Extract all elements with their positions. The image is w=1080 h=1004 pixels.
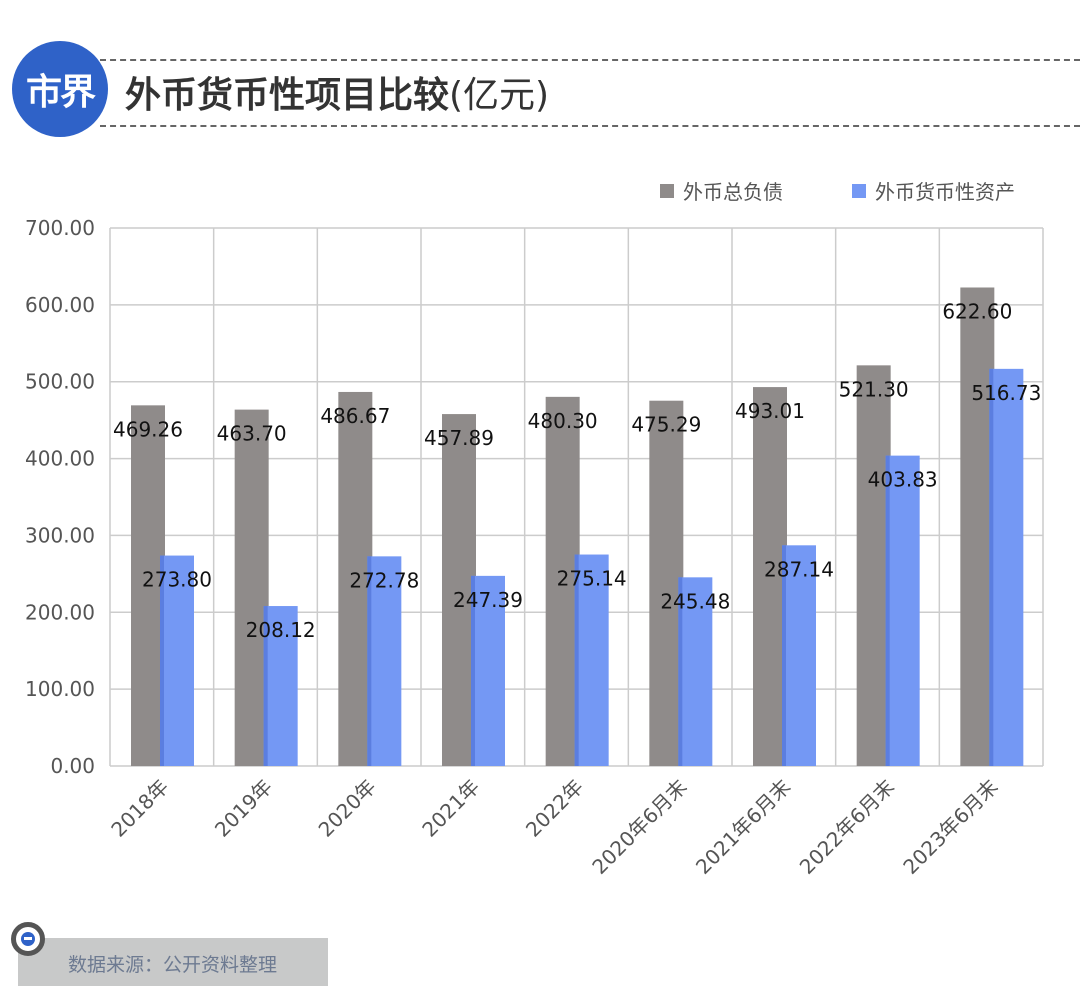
page-title: 外币货币性项目比较(亿元) [125, 66, 549, 118]
y-tick-label: 500.00 [25, 370, 95, 394]
bar-liability [338, 391, 373, 766]
bar-asset-edge [782, 545, 786, 766]
bar-liability [131, 405, 165, 766]
data-label-liability: 475.29 [631, 413, 701, 437]
data-label-liability: 463.70 [217, 422, 287, 446]
bar-asset-edge [263, 606, 268, 766]
y-tick-label: 600.00 [25, 293, 95, 317]
x-tick-label: 2021年 [417, 775, 484, 842]
data-label-asset: 275.14 [557, 567, 627, 591]
bar-asset [782, 545, 816, 766]
bottom-dashed-divider [100, 125, 1080, 127]
x-tick-label: 2020年 [314, 775, 381, 842]
y-tick-label: 400.00 [25, 447, 95, 471]
x-tick-label: 2022年 [521, 775, 588, 842]
legend-label-liability: 外币总负债 [683, 180, 783, 204]
data-label-liability: 469.26 [113, 417, 183, 441]
x-tick-label: 2022年6月末 [795, 775, 899, 879]
bar-liability [649, 400, 684, 766]
bar-asset [678, 577, 713, 766]
data-label-liability: 457.89 [424, 426, 494, 450]
bar-asset [574, 554, 609, 766]
x-tick-label: 2021年6月末 [691, 775, 795, 879]
bar-asset-edge [367, 556, 372, 766]
data-label-asset: 245.48 [660, 589, 730, 613]
y-tick-label: 200.00 [25, 600, 95, 624]
bar-liability [960, 287, 995, 766]
x-tick-label: 2019年 [210, 775, 277, 842]
brand-logo: 市界 [12, 41, 108, 137]
bar-liability [442, 414, 476, 766]
data-label-liability: 622.60 [942, 299, 1012, 323]
data-label-asset: 273.80 [142, 568, 212, 592]
bar-liability [856, 365, 891, 766]
source-box [18, 938, 328, 986]
bar-asset [885, 455, 920, 766]
source-icon [11, 922, 45, 956]
data-label-asset: 247.39 [453, 588, 523, 612]
y-tick-label: 0.00 [50, 754, 95, 778]
bar-liability [753, 387, 787, 766]
data-label-asset: 403.83 [868, 468, 938, 492]
bar-asset-edge [471, 575, 475, 766]
legend-label-asset: 外币货币性资产 [875, 180, 1015, 204]
data-label-asset: 208.12 [246, 618, 316, 642]
source-text: 数据来源：公开资料整理 [68, 954, 278, 976]
data-label-asset: 287.14 [764, 557, 834, 581]
bar-asset [471, 575, 505, 766]
bar-liability [234, 409, 269, 766]
data-label-asset: 272.78 [349, 568, 419, 592]
y-tick-label: 700.00 [25, 216, 95, 240]
bar-asset [263, 606, 298, 766]
bar-asset [367, 556, 402, 766]
top-dashed-divider [100, 59, 1080, 61]
bar-asset-edge [574, 554, 579, 766]
bar-asset-edge [885, 455, 890, 766]
legend-swatch-asset [852, 184, 866, 198]
x-tick-label: 2018年 [106, 775, 173, 842]
x-tick-label: 2020年6月末 [587, 775, 691, 879]
title-unit: (亿元) [449, 75, 550, 116]
data-label-liability: 521.30 [839, 377, 909, 401]
y-tick-label: 100.00 [25, 677, 95, 701]
data-label-asset: 516.73 [971, 381, 1041, 405]
x-tick-label: 2023年6月末 [898, 775, 1002, 879]
data-label-liability: 493.01 [735, 399, 805, 423]
data-label-liability: 480.30 [528, 409, 598, 433]
bar-asset [989, 368, 1024, 766]
bar-liability [545, 396, 580, 766]
bar-asset [160, 555, 194, 766]
bar-asset-edge [678, 577, 683, 766]
y-tick-label: 300.00 [25, 523, 95, 547]
bar-asset-edge [989, 368, 994, 766]
legend-swatch-liability [660, 184, 674, 198]
data-label-liability: 486.67 [320, 404, 390, 428]
title-text: 外币货币性项目比较 [125, 75, 450, 116]
bar-asset-edge [160, 555, 164, 766]
